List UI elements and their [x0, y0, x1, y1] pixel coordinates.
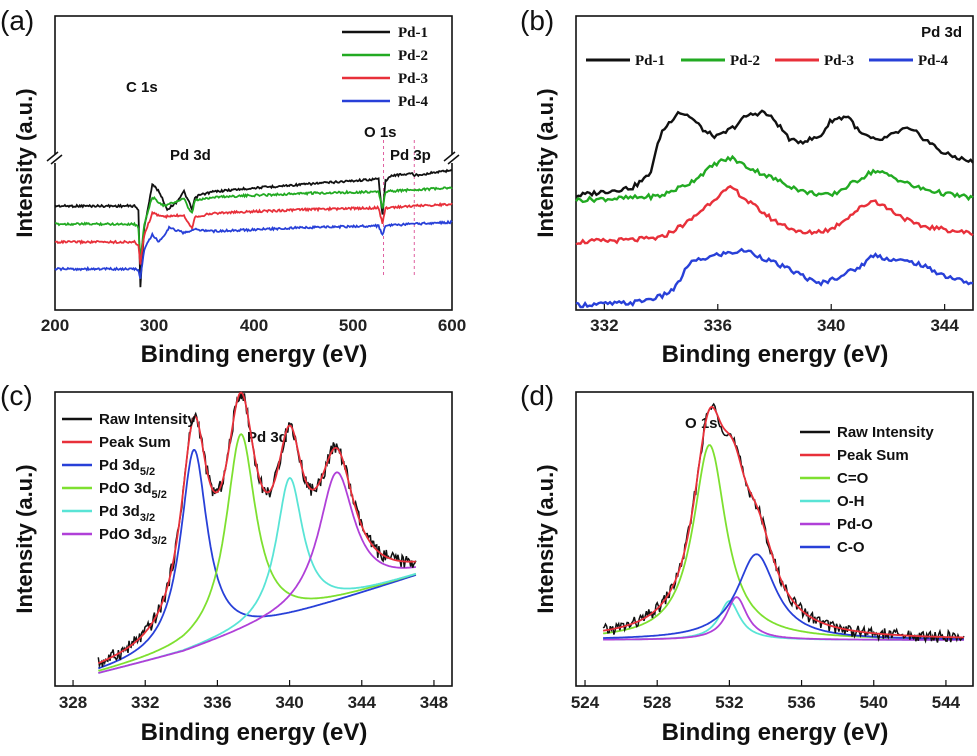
- panel-c-series: [97, 391, 417, 674]
- panel-c-xtick: 340: [275, 693, 303, 712]
- panel-c-xticks: 328 332 336 340 344 348: [59, 680, 448, 712]
- series-line-pd-1: [575, 109, 974, 198]
- fit-component-pd-3d3-2: [98, 476, 417, 674]
- panel-a-xtick: 500: [339, 316, 367, 335]
- panel-d-xtick: 544: [932, 693, 961, 712]
- series-line-pd-1: [54, 168, 453, 288]
- legend-label-peak-sum: Peak Sum: [99, 434, 171, 451]
- series-line-pd-3: [54, 201, 453, 265]
- annotation-pd3d: Pd 3d: [170, 147, 211, 164]
- panel-d-xticks: 524 528 532 536 540 544: [571, 680, 961, 712]
- fit-component-pdo-3d5-2: [98, 433, 417, 672]
- panel-a-label: (a): [0, 5, 34, 36]
- panel-a-series: [54, 168, 453, 288]
- legend-label-pd-3: Pd-3: [824, 53, 854, 69]
- legend-label-o-h: O-H: [837, 493, 865, 510]
- panel-a-xtick: 200: [41, 316, 69, 335]
- panel-c-xtick: 336: [203, 693, 231, 712]
- panel-c-xtick: 344: [348, 693, 377, 712]
- panel-d-label: (d): [520, 380, 554, 411]
- panel-d-ylabel: Intensity (a.u.): [533, 464, 558, 613]
- legend-label-pd-4: Pd-4: [918, 53, 949, 69]
- series-line-peak-sum: [97, 391, 416, 665]
- fit-component-o-h: [603, 600, 964, 641]
- panel-b-series: [575, 109, 974, 309]
- panel-a-xlabel: Binding energy (eV): [141, 341, 368, 368]
- axis-break-left: [46, 151, 63, 165]
- legend-label-peak-sum: Peak Sum: [837, 447, 909, 464]
- fit-component-pdo-3d3-2: [98, 471, 416, 674]
- legend-label-pd-3d3-2: Pd 3d3/2: [99, 503, 155, 524]
- panel-a-ylabel: Intensity (a.u.): [12, 88, 37, 237]
- panel-b-xtick: 332: [590, 316, 618, 335]
- panel-d-xtick: 532: [715, 693, 743, 712]
- legend-label-pd-1: Pd-1: [398, 25, 428, 41]
- legend-label-raw-intensity: Raw Intensity: [837, 424, 934, 441]
- panel-b-xtick: 344: [930, 316, 959, 335]
- panel-c: (c) Intensity (a.u.) Binding energy (eV)…: [0, 380, 453, 746]
- annotation-c1s: C 1s: [126, 79, 158, 96]
- panel-b-label: (b): [520, 5, 554, 36]
- panel-d-series: [602, 402, 965, 644]
- panel-c-xtick: 348: [420, 693, 448, 712]
- panel-d-xtick: 528: [643, 693, 671, 712]
- annotation-o1s: O 1s: [364, 124, 397, 141]
- panel-a-legend: Pd-1 Pd-2 Pd-3 Pd-4: [342, 25, 429, 110]
- panel-a-xtick: 600: [438, 316, 466, 335]
- panel-a: (a) Intensity (a.u.) Binding energy (eV)…: [0, 5, 466, 368]
- panel-a-xtick: 400: [240, 316, 268, 335]
- panel-d-plot-area: [575, 391, 974, 687]
- legend-label-pdo-3d3-2: PdO 3d3/2: [99, 526, 167, 547]
- panel-d-xtick: 540: [860, 693, 888, 712]
- panel-d-title: O 1s: [685, 415, 718, 432]
- panel-b-xticks: 332 336 340 344: [590, 304, 959, 335]
- panel-d: (d) Intensity (a.u.) Binding energy (eV)…: [520, 380, 974, 746]
- panel-b-title: Pd 3d: [921, 24, 962, 41]
- series-line-pd-4: [575, 247, 974, 309]
- series-line-pd-4: [54, 219, 453, 279]
- legend-label-raw-intensity: Raw Intensity: [99, 411, 196, 428]
- fit-component-pd-o: [603, 596, 964, 641]
- legend-label-pd-2: Pd-2: [730, 53, 760, 69]
- panel-d-xtick: 536: [787, 693, 815, 712]
- panel-c-plot-area: [54, 391, 453, 687]
- panel-c-xtick: 328: [59, 693, 87, 712]
- series-line-pd-2: [54, 186, 453, 261]
- panel-b-xlabel: Binding energy (eV): [662, 341, 889, 368]
- panel-c-xlabel: Binding energy (eV): [141, 719, 368, 746]
- panel-a-xtick: 300: [140, 316, 168, 335]
- fit-component-pd-3d5-2: [97, 448, 417, 670]
- panel-b: (b) Intensity (a.u.) Binding energy (eV)…: [520, 5, 974, 368]
- series-line-peak-sum: [602, 405, 964, 639]
- panel-b-xtick: 336: [704, 316, 732, 335]
- legend-label-pd-3d5-2: Pd 3d5/2: [99, 457, 155, 478]
- legend-label-pd-2: Pd-2: [398, 48, 428, 64]
- series-line-pd-3: [575, 184, 974, 246]
- panel-d-xlabel: Binding energy (eV): [662, 719, 889, 746]
- annotation-pd3p: Pd 3p: [390, 147, 431, 164]
- panel-c-title: Pd 3d: [247, 429, 288, 446]
- panel-c-ylabel: Intensity (a.u.): [12, 464, 37, 613]
- legend-label-c-o: C=O: [837, 470, 869, 487]
- legend-label-pd-4: Pd-4: [398, 94, 429, 110]
- panel-d-legend: Raw Intensity Peak Sum C=O O-H Pd-O C-O: [800, 424, 934, 556]
- panel-b-plot-area: [575, 15, 974, 311]
- panel-c-label: (c): [0, 380, 33, 411]
- legend-label-pdo-3d5-2: PdO 3d5/2: [99, 480, 167, 501]
- panel-b-ylabel: Intensity (a.u.): [533, 88, 558, 237]
- panel-d-xtick: 524: [571, 693, 600, 712]
- legend-label-pd-1: Pd-1: [635, 53, 665, 69]
- legend-label-pd-o: Pd-O: [837, 516, 873, 533]
- panel-b-xtick: 340: [817, 316, 845, 335]
- axis-break-right: [443, 151, 460, 165]
- legend-label-pd-3: Pd-3: [398, 71, 428, 87]
- panel-a-xticks: 200 300 400 500 600: [41, 316, 466, 335]
- panel-c-xtick: 332: [131, 693, 159, 712]
- legend-label-c-o: C-O: [837, 539, 865, 556]
- series-line-pd-2: [575, 154, 974, 204]
- panel-b-legend: Pd-1 Pd-2 Pd-3 Pd-4: [586, 53, 949, 69]
